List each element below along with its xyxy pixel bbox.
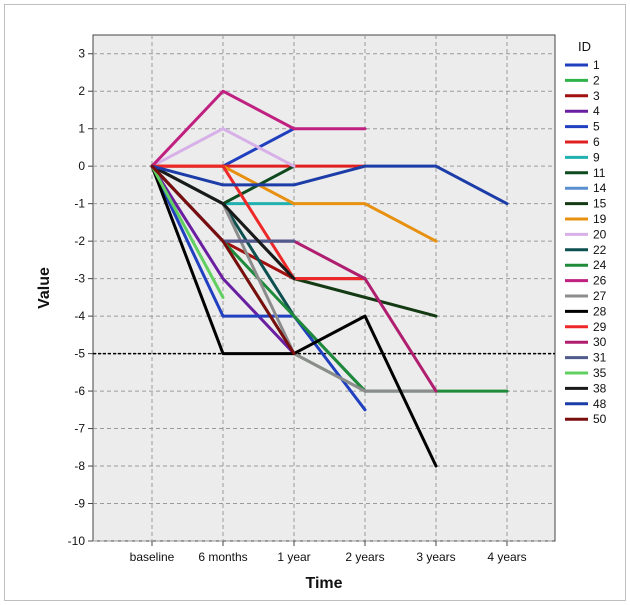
legend-label: 9 [593,150,600,164]
legend-label: 28 [593,304,607,318]
x-tick-label: 1 year [277,550,310,564]
y-axis-label: Value [36,267,53,309]
legend-label: 19 [593,212,607,226]
legend-label: 1 [593,58,600,72]
x-tick-label: baseline [130,550,175,564]
legend-label: 31 [593,351,607,365]
y-tick-label: -6 [74,384,85,398]
legend-label: 26 [593,274,607,288]
y-tick-label: -9 [74,497,85,511]
y-tick-label: 2 [78,84,85,98]
x-tick-label: 4 years [487,550,526,564]
legend-label: 30 [593,335,607,349]
chart-frame: 3 2 1 0 -1 -2 -3 -4 -5 -6 -7 -8 -9 -10 baseline 6 mont… [4,4,626,601]
x-tick-label: 2 years [345,550,384,564]
legend-label: 6 [593,135,600,149]
legend-label: 50 [593,412,607,426]
legend-label: 27 [593,289,607,303]
x-axis-label: Time [305,575,342,592]
x-tick-layer: baseline 6 months 1 year 2 years 3 years 4 ye… [130,541,527,564]
y-tick-label: 0 [78,159,85,173]
y-tick-label: -4 [74,309,85,323]
y-tick-layer: 3 2 1 0 -1 -2 -3 -4 -5 -6 -7 -8 -9 -10 [68,47,93,548]
y-tick-label: 3 [78,47,85,61]
legend-label: 2 [593,73,600,87]
y-tick-label: -1 [74,197,85,211]
y-tick-label: 1 [78,122,85,136]
legend-label: 3 [593,89,600,103]
legend-label: 38 [593,381,607,395]
x-tick-label: 3 years [416,550,455,564]
y-tick-label: -10 [68,534,86,548]
y-tick-label: -5 [74,347,85,361]
y-tick-label: -7 [74,422,85,436]
x-tick-label: 6 months [198,550,247,564]
legend-label: 11 [593,166,606,180]
legend-label: 35 [593,366,607,380]
legend-label: 48 [593,397,607,411]
legend-label: 22 [593,243,607,257]
y-tick-label: -3 [74,272,85,286]
legend-label: 4 [593,104,600,118]
legend-label: 24 [593,258,607,272]
legend-label: 20 [593,227,607,241]
y-tick-label: -2 [74,234,85,248]
legend-label: 5 [593,120,600,134]
legend-title: ID [578,39,591,54]
y-tick-label: -8 [74,459,85,473]
legend-label: 15 [593,197,607,211]
legend-label: 14 [593,181,607,195]
legend-label: 29 [593,320,607,334]
